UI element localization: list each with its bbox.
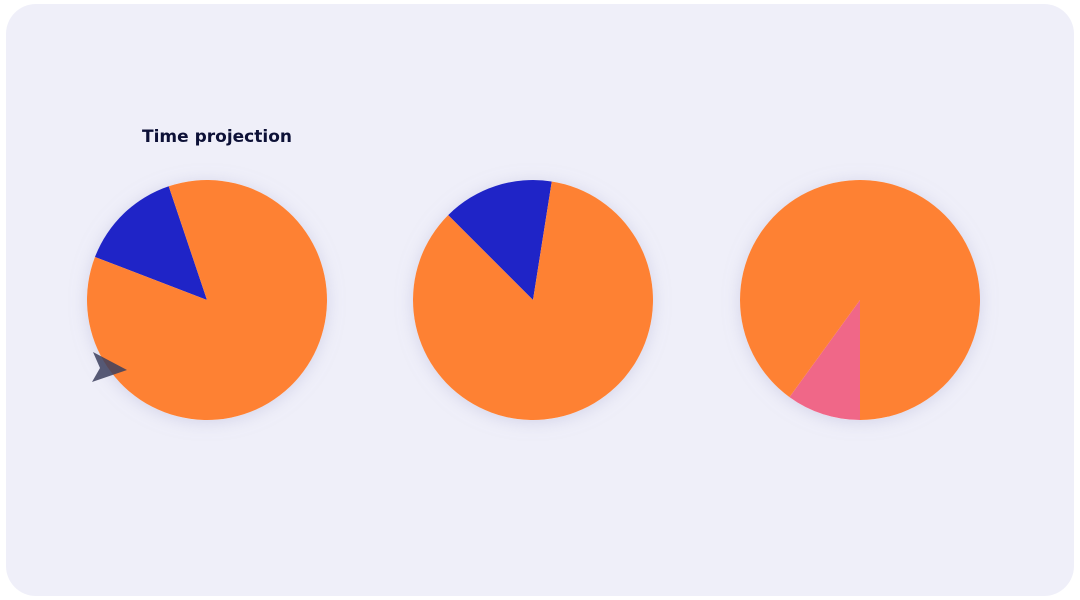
- pie-slice: [94, 186, 207, 300]
- pie-slice: [413, 181, 653, 420]
- pie-group: [87, 179, 981, 420]
- pie-slice: [740, 180, 981, 420]
- pie-slice: [448, 179, 552, 300]
- cursor-icon: [92, 352, 127, 382]
- pie-slice: [87, 180, 327, 420]
- page-title: Time projection: [142, 127, 292, 147]
- pie-slice: [789, 300, 860, 420]
